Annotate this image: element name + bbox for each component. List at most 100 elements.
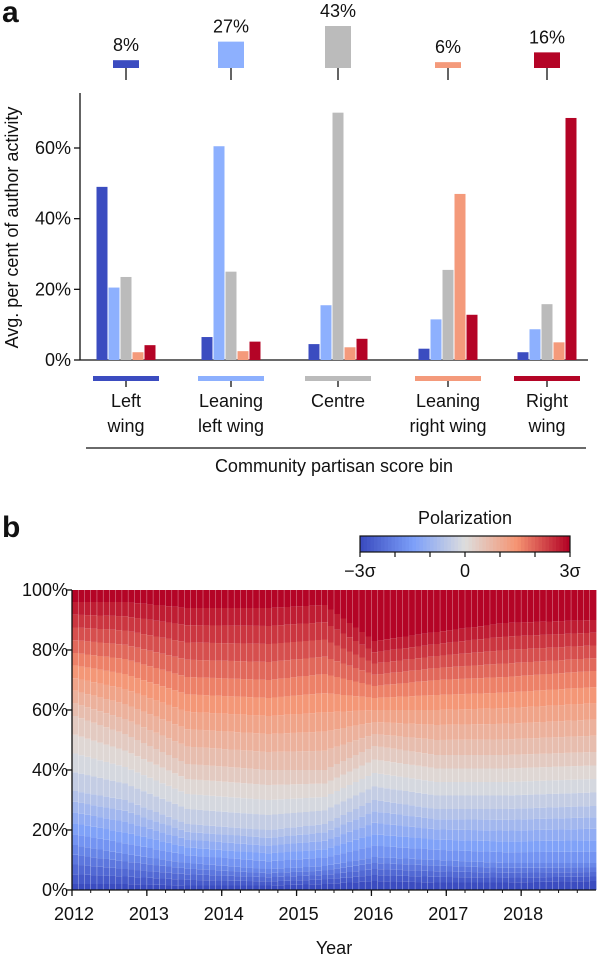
area-band-segment — [302, 770, 310, 784]
area-band-segment — [402, 723, 410, 737]
area-band-segment — [546, 621, 553, 635]
area-band-segment — [365, 847, 372, 859]
colorbar-segment — [563, 536, 567, 552]
area-band-segment — [452, 782, 460, 796]
area-band-segment — [103, 727, 110, 745]
area-band-segment — [259, 860, 266, 869]
area-band-segment — [171, 690, 179, 708]
area-band-segment — [433, 632, 441, 644]
area-band-segment — [165, 738, 173, 755]
area-band-segment — [552, 689, 559, 706]
area-band-segment — [365, 590, 372, 637]
area-band-segment — [121, 876, 129, 884]
area-band-segment — [277, 784, 285, 800]
area-band-segment — [115, 672, 123, 688]
area-band-segment — [121, 704, 129, 719]
area-band-segment — [527, 590, 535, 623]
area-band-segment — [215, 880, 223, 886]
area-band-segment — [78, 614, 85, 628]
area-band-segment — [546, 840, 553, 852]
area-band-segment — [146, 761, 154, 778]
area-band-segment — [371, 875, 379, 881]
area-band-segment — [290, 843, 297, 852]
area-band-segment — [296, 641, 304, 660]
area-band-segment — [196, 824, 204, 833]
colorbar-segment — [545, 536, 550, 552]
area-band-segment — [215, 766, 223, 782]
area-band-segment — [521, 649, 528, 663]
area-band-segment — [502, 863, 510, 868]
area-band-segment — [215, 870, 223, 876]
area-band-segment — [184, 711, 191, 730]
area-band-segment — [483, 739, 491, 755]
area-band-segment — [115, 876, 123, 884]
area-band-segment — [265, 770, 273, 785]
area-band-segment — [153, 865, 160, 872]
area-band-segment — [539, 881, 547, 890]
area-band-segment — [334, 873, 341, 879]
area-band-segment — [184, 831, 191, 840]
area-band-segment — [477, 693, 485, 709]
area-band-segment — [471, 678, 478, 694]
colorbar-segment — [419, 536, 424, 552]
area-band-segment — [184, 863, 191, 869]
area-band-segment — [90, 740, 98, 759]
area-band-segment — [209, 625, 216, 643]
area-band-segment — [508, 636, 516, 650]
area-band-segment — [365, 660, 372, 673]
area-band-segment — [558, 780, 566, 794]
area-band-segment — [539, 634, 547, 649]
area-band-segment — [321, 884, 329, 890]
area-band-segment — [415, 816, 422, 828]
area-band-segment — [203, 642, 210, 661]
area-band-segment — [271, 885, 279, 890]
area-band-segment — [489, 782, 497, 796]
area-band-segment — [589, 828, 597, 841]
area-band-segment — [496, 708, 503, 724]
bar — [553, 342, 565, 360]
area-band-segment — [583, 828, 591, 841]
area-band-segment — [321, 783, 329, 797]
area-band-segment — [446, 877, 453, 883]
area-band-segment — [227, 714, 235, 732]
area-band-segment — [265, 626, 273, 644]
area-band-segment — [589, 735, 597, 752]
area-band-segment — [502, 877, 510, 883]
area-band-segment — [383, 846, 391, 858]
area-band-segment — [178, 590, 185, 608]
area-band-segment — [433, 656, 441, 668]
area-band-segment — [390, 835, 397, 847]
area-band-segment — [458, 819, 466, 830]
area-band-segment — [72, 602, 79, 615]
area-band-segment — [421, 793, 428, 808]
area-band-segment — [465, 627, 472, 641]
area-band-segment — [290, 884, 297, 890]
area-band-segment — [583, 840, 591, 852]
area-band-segment — [140, 827, 148, 837]
area-band-segment — [539, 722, 547, 738]
area-band-segment — [377, 746, 385, 761]
area-band-segment — [146, 819, 154, 829]
area-band-segment — [209, 713, 216, 731]
area-band-segment — [72, 690, 79, 704]
area-band-segment — [408, 848, 416, 859]
area-band-segment — [533, 877, 541, 882]
area-band-segment — [140, 680, 148, 696]
area-band-segment — [446, 768, 453, 782]
area-band-segment — [134, 693, 142, 710]
area-band-segment — [128, 737, 135, 754]
area-band-segment — [178, 641, 185, 659]
area-band-segment — [115, 798, 123, 810]
area-band-segment — [196, 809, 204, 825]
area-band-segment — [390, 748, 397, 763]
area-band-segment — [340, 728, 347, 745]
area-band-segment — [140, 863, 148, 871]
area-band-segment — [246, 798, 254, 814]
area-band-segment — [427, 839, 435, 850]
area-band-segment — [227, 643, 235, 661]
area-band-segment — [96, 590, 104, 602]
area-band-segment — [477, 851, 485, 862]
area-band-segment — [433, 680, 441, 695]
area-band-segment — [546, 877, 553, 882]
area-band-segment — [552, 705, 559, 722]
